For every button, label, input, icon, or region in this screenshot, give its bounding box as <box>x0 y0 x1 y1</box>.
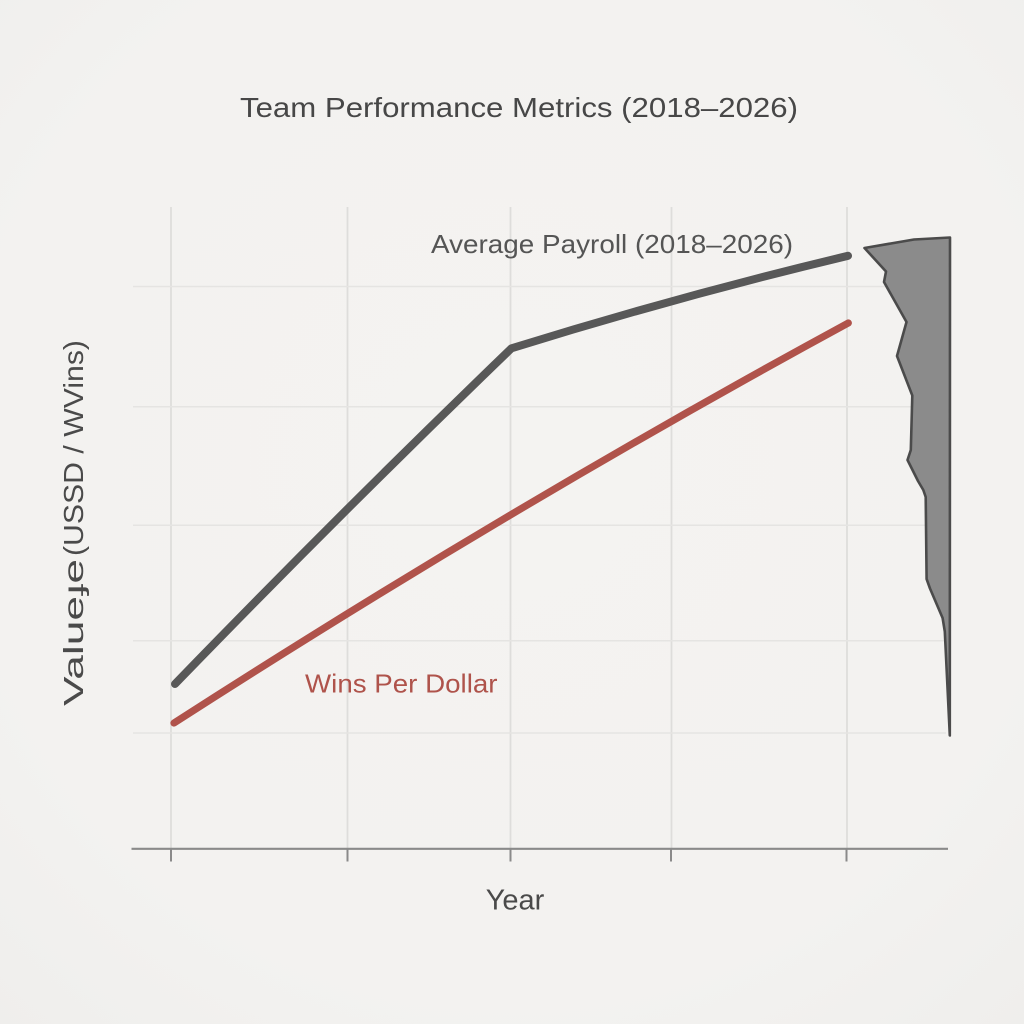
svg-text:Average Payroll (2018–2026): Average Payroll (2018–2026) <box>431 229 793 259</box>
svg-text:Valueɟe(USSD / WVins): Valueɟe(USSD / WVins) <box>58 340 89 706</box>
svg-text:Wins Per Dollar: Wins Per Dollar <box>305 668 498 698</box>
svg-text:Team Performance Metrics (2018: Team Performance Metrics (2018–2026) <box>240 92 798 123</box>
svg-text:Year: Year <box>486 885 545 917</box>
